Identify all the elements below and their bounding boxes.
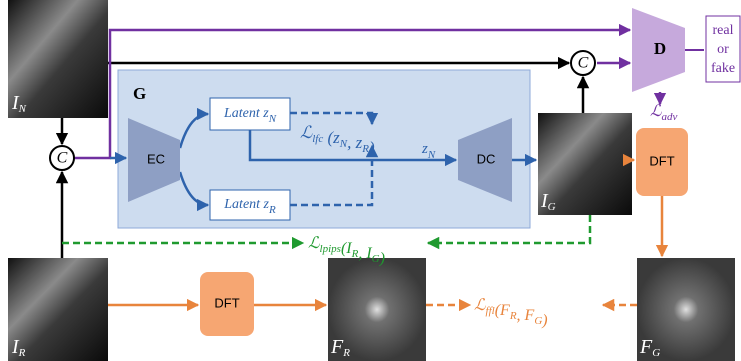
formula-part: ) <box>541 312 547 329</box>
formula-subscript: adv <box>662 111 678 123</box>
formula-part: Latent z <box>223 106 269 121</box>
encoder-label: EC <box>147 151 165 166</box>
formula-part: (I <box>341 240 352 257</box>
discriminator-label: D <box>654 39 666 58</box>
formula-subscript: G <box>652 347 660 359</box>
concat-label: C <box>57 150 68 167</box>
formula-part: ℒ <box>308 235 320 252</box>
formula-part: ℒ <box>474 297 486 314</box>
formula-subscript: R <box>342 347 350 359</box>
formula-subscript: G <box>548 201 556 213</box>
formula-subscript: ffl <box>486 305 495 317</box>
formula-subscript: N <box>18 103 27 115</box>
formula-part: ℒ <box>650 103 662 120</box>
dft-label: DFT <box>649 153 674 168</box>
diagram: G IN IR IG FR FG C C EC <box>0 0 741 361</box>
formula-subscript: R <box>18 347 26 359</box>
formula-part: , I <box>358 245 372 262</box>
output-label: or <box>717 42 729 57</box>
formula-part: ℒ <box>300 123 313 142</box>
dft-label: DFT <box>214 295 239 310</box>
formula-part: Latent z <box>223 197 269 212</box>
formula-subscript: N <box>268 113 277 125</box>
formula-subscript: lfc <box>312 133 323 145</box>
image-in <box>8 0 108 118</box>
formula-part: (F <box>495 302 510 319</box>
output-label: real <box>713 23 734 38</box>
output-label: fake <box>711 61 735 76</box>
formula-part: F <box>639 336 653 358</box>
loss-adv: ℒadv <box>650 103 678 123</box>
loss-ffl: ℒffl(FR, FG) <box>474 297 548 329</box>
formula-subscript: G <box>372 253 380 265</box>
formula-subscript: G <box>534 315 542 327</box>
formula-subscript: R <box>268 204 276 216</box>
formula-part: , F <box>517 307 535 324</box>
formula-part: ) <box>379 250 385 267</box>
formula-part: (z <box>323 128 340 147</box>
formula-subscript: N <box>427 149 436 161</box>
formula-subscript: lpips <box>320 243 341 255</box>
decoder-label: DC <box>477 151 496 166</box>
formula-part: F <box>330 336 344 358</box>
formula-part: ) <box>368 138 375 157</box>
concat-label: C <box>578 55 589 72</box>
formula-part: , z <box>347 133 363 152</box>
generator-label: G <box>133 84 146 103</box>
